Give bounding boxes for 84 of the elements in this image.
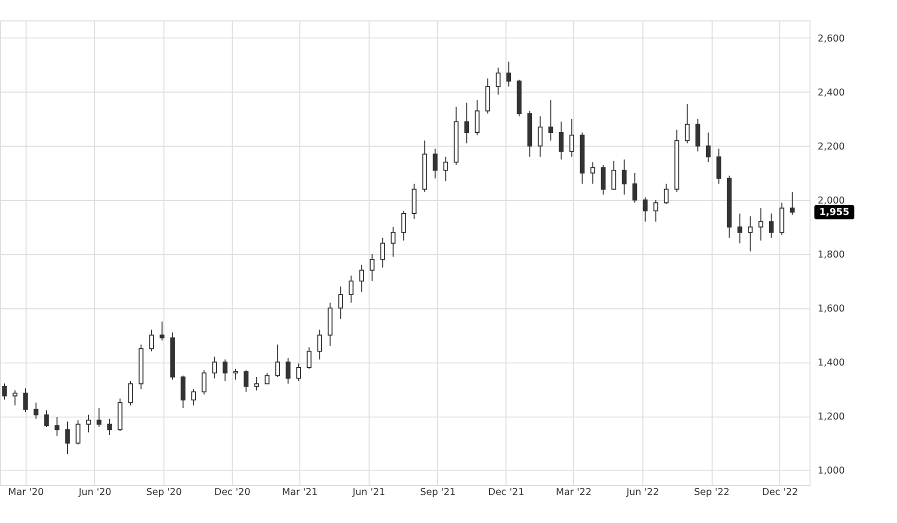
candlestick	[233, 368, 238, 380]
x-tick-label: Dec '20	[214, 487, 250, 498]
candlestick	[222, 358, 228, 382]
x-tick-label: Sep '21	[420, 487, 456, 498]
candlestick	[34, 402, 38, 420]
candlestick	[54, 416, 60, 436]
x-tick-label: Jun '21	[352, 487, 386, 498]
x-tick-label: Sep '20	[146, 487, 182, 498]
candlestick	[86, 414, 91, 433]
y-tick-label: 1,200	[818, 411, 845, 422]
candlestick	[768, 213, 774, 238]
candlestick	[254, 376, 259, 391]
candlestick	[684, 104, 690, 144]
x-tick-label: Dec '21	[488, 487, 524, 498]
candlestick	[548, 100, 554, 142]
x-tick-label: Mar '21	[282, 487, 318, 498]
x-tick-label: Mar '20	[8, 487, 44, 498]
text: 1,955	[819, 207, 850, 218]
candlestick	[149, 329, 154, 352]
y-tick-label: 1,800	[818, 249, 845, 260]
candlestick	[107, 418, 112, 436]
candlestick	[338, 286, 344, 320]
candlestick	[296, 362, 301, 382]
candlestick	[160, 321, 164, 341]
candlestick	[600, 164, 606, 196]
candlestick	[790, 191, 795, 216]
y-tick-label: 2,600	[818, 33, 845, 44]
y-tick-label: 1,600	[818, 303, 845, 314]
candlestick	[622, 159, 627, 196]
y-tick-label: 2,400	[818, 87, 845, 98]
candlestick	[12, 390, 18, 406]
candlestick	[44, 410, 49, 428]
candlestick	[202, 370, 206, 395]
x-tick-label: Jun '22	[625, 487, 660, 498]
candlestick	[443, 156, 448, 182]
candlestick	[496, 67, 501, 96]
candlestick	[464, 102, 470, 144]
candlestick	[191, 388, 196, 406]
y-tick-label: 1,000	[818, 465, 845, 476]
candlestick	[401, 210, 406, 242]
candlestick	[370, 254, 375, 282]
candlestick	[390, 226, 396, 258]
y-tick-label: 2,200	[818, 141, 845, 152]
candlestick	[65, 421, 70, 454]
candlestick	[758, 208, 764, 242]
candlestick	[23, 388, 28, 413]
candlestick	[348, 275, 354, 304]
candlestick	[264, 372, 270, 384]
candlestick	[737, 213, 742, 244]
candlestick	[317, 329, 322, 360]
candlestick	[611, 160, 616, 190]
candlestick	[642, 196, 648, 222]
x-tick-label: Dec '22	[762, 487, 798, 498]
candlestick	[128, 380, 133, 406]
candlestick	[664, 183, 669, 205]
candlestick	[706, 132, 711, 163]
candlestick	[2, 382, 7, 400]
candlestick	[275, 344, 280, 378]
candlestick	[695, 118, 700, 152]
x-tick-label: Sep '22	[694, 487, 730, 498]
candlestick	[286, 358, 290, 384]
y-tick-label: 1,400	[818, 357, 845, 368]
y-tick-label: 2,000	[818, 195, 845, 206]
candlestick	[506, 61, 512, 88]
candlestick	[359, 264, 364, 292]
x-tick-label: Jun '20	[78, 487, 112, 498]
candlestick	[306, 346, 312, 370]
candlestick	[212, 356, 217, 379]
candlestick	[380, 237, 386, 268]
candlestick	[590, 162, 596, 184]
candlestick	[632, 172, 638, 204]
candlestick	[244, 370, 248, 392]
x-tick-label: Mar '22	[556, 487, 592, 498]
candlestick	[569, 118, 574, 158]
candlestick	[716, 148, 722, 184]
candlestick	[96, 408, 102, 428]
candlestick	[474, 100, 480, 136]
candlestick	[76, 420, 80, 445]
candlestick	[432, 148, 438, 179]
candlestick	[653, 200, 658, 222]
candlestick	[538, 116, 543, 158]
candlestick	[748, 216, 753, 252]
candlestick	[558, 121, 564, 160]
candlestick	[180, 375, 186, 409]
